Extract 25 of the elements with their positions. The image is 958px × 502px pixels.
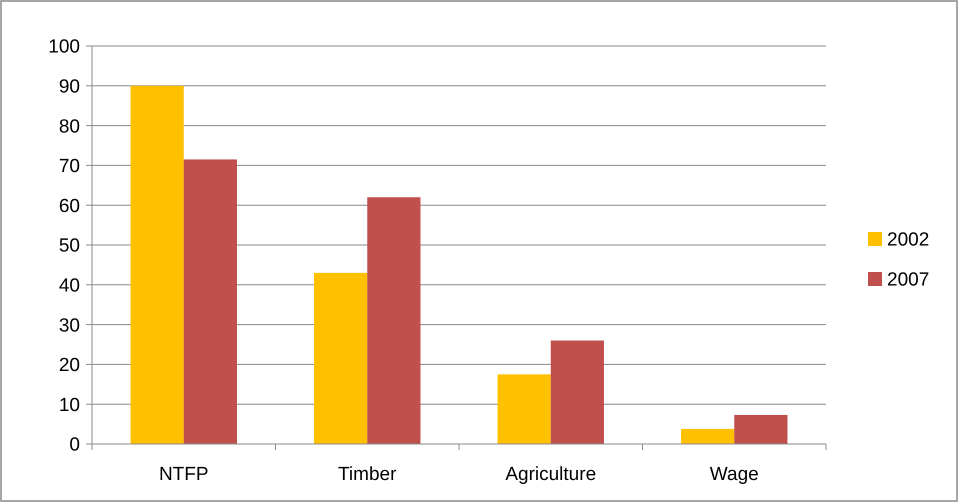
y-tick-label: 10 xyxy=(58,394,80,416)
bar xyxy=(681,428,734,444)
legend-label: 2002 xyxy=(887,230,930,251)
y-tick-label: 0 xyxy=(69,434,80,456)
bar xyxy=(550,340,604,444)
x-tick-label: NTFP xyxy=(158,464,209,485)
bar xyxy=(314,272,368,444)
legend-label: 2007 xyxy=(887,270,930,291)
y-tick-label: 40 xyxy=(58,275,80,296)
bar xyxy=(130,86,184,444)
x-tick-label: Wage xyxy=(710,464,759,485)
y-tick-label: 90 xyxy=(58,76,80,98)
y-tick-label: 20 xyxy=(58,355,80,376)
y-tick-label: 100 xyxy=(48,36,80,58)
bar xyxy=(367,197,420,444)
y-tick-label: 60 xyxy=(58,196,80,217)
bar xyxy=(184,159,237,444)
bar xyxy=(734,414,788,444)
x-tick-label: Timber xyxy=(338,464,398,485)
y-tick-label: 30 xyxy=(58,315,80,336)
y-tick-label: 80 xyxy=(58,116,80,138)
y-tick-label: 50 xyxy=(58,236,80,257)
bar xyxy=(498,374,551,444)
x-tick-label: Agriculture xyxy=(505,464,596,485)
y-tick-label: 70 xyxy=(58,156,80,178)
